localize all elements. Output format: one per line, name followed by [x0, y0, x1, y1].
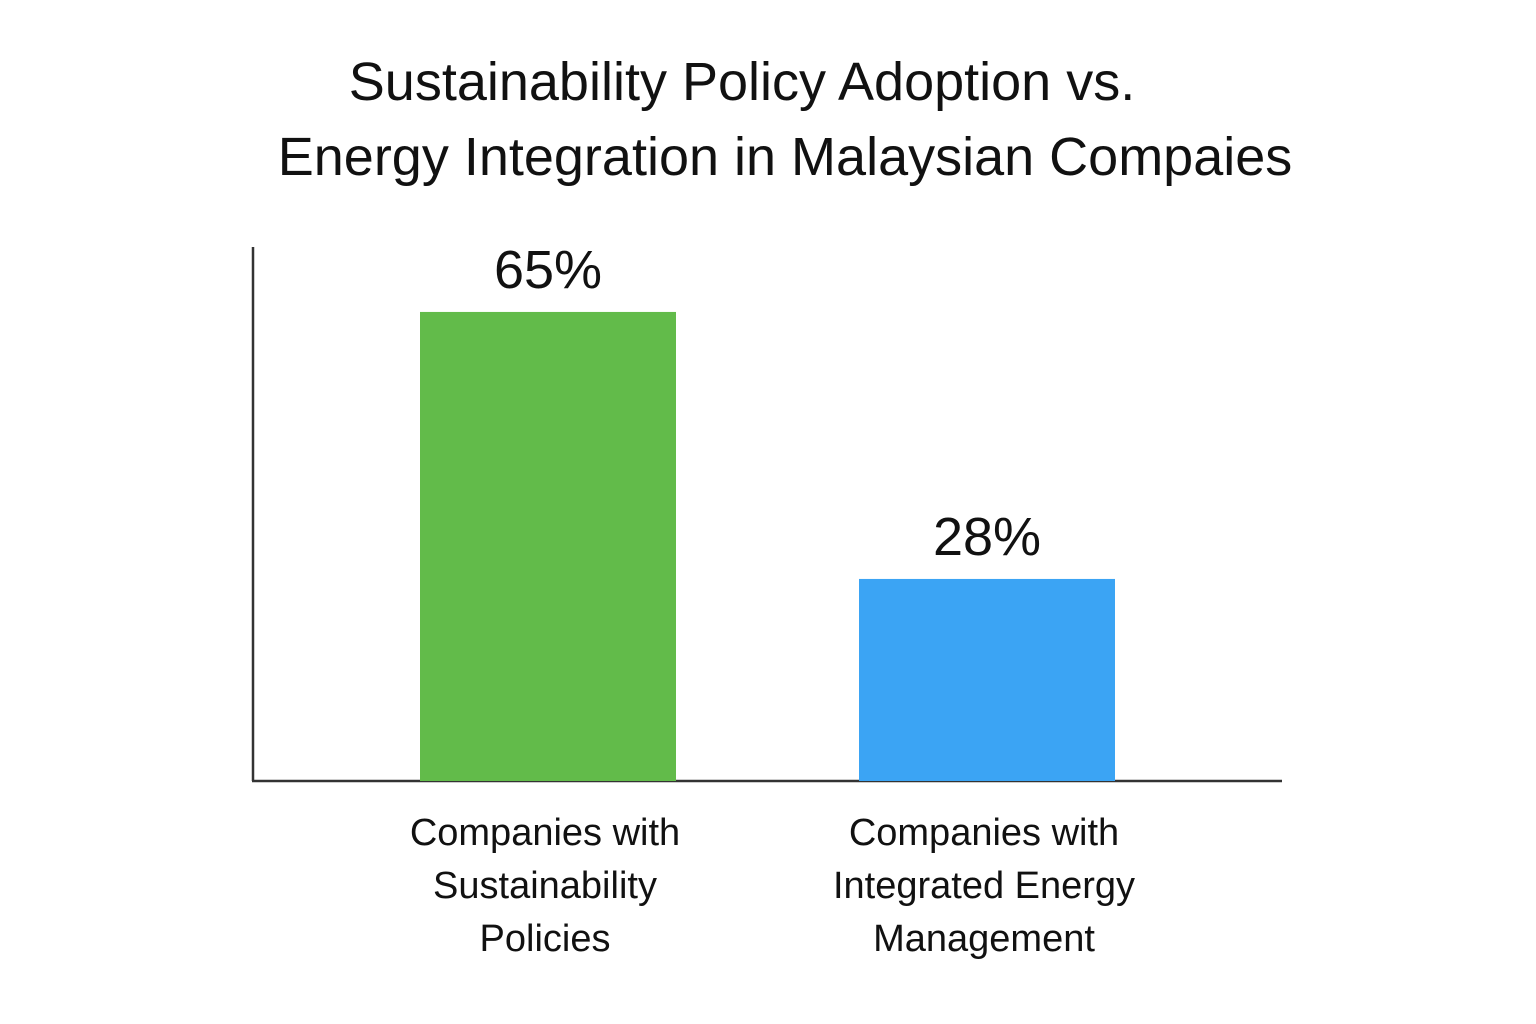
category-label-2-line-3: Management	[873, 918, 1095, 960]
value-labels-group: 65% 28%	[494, 240, 1041, 567]
category-label-1-line-3: Policies	[480, 918, 611, 960]
chart-title: Sustainability Policy Adoption vs. Energ…	[278, 52, 1293, 187]
category-labels-group: Companies with Sustainability PoliciesComp…	[410, 812, 1135, 960]
category-label-1: Companies with Sustainability Policies	[410, 812, 680, 960]
category-label-2: Companies with Integrated Energy Managemen…	[833, 812, 1135, 960]
chart-title-line-2: Energy Integration in Malaysian Compaies	[278, 127, 1293, 187]
chart-title-line-1: Sustainability Policy Adoption vs.	[349, 52, 1135, 112]
bar-1	[420, 311, 676, 781]
bar-2	[859, 578, 1115, 781]
category-label-1-line-2: Sustainability	[433, 865, 657, 907]
bars-group	[420, 311, 1115, 781]
category-label-2-line-1: Companies with	[849, 812, 1119, 854]
data-label-1: 65%	[494, 240, 602, 300]
data-label-2: 28%	[933, 507, 1041, 567]
category-label-1-line-1: Companies with	[410, 812, 680, 854]
category-label-2-line-2: Integrated Energy	[833, 865, 1135, 907]
